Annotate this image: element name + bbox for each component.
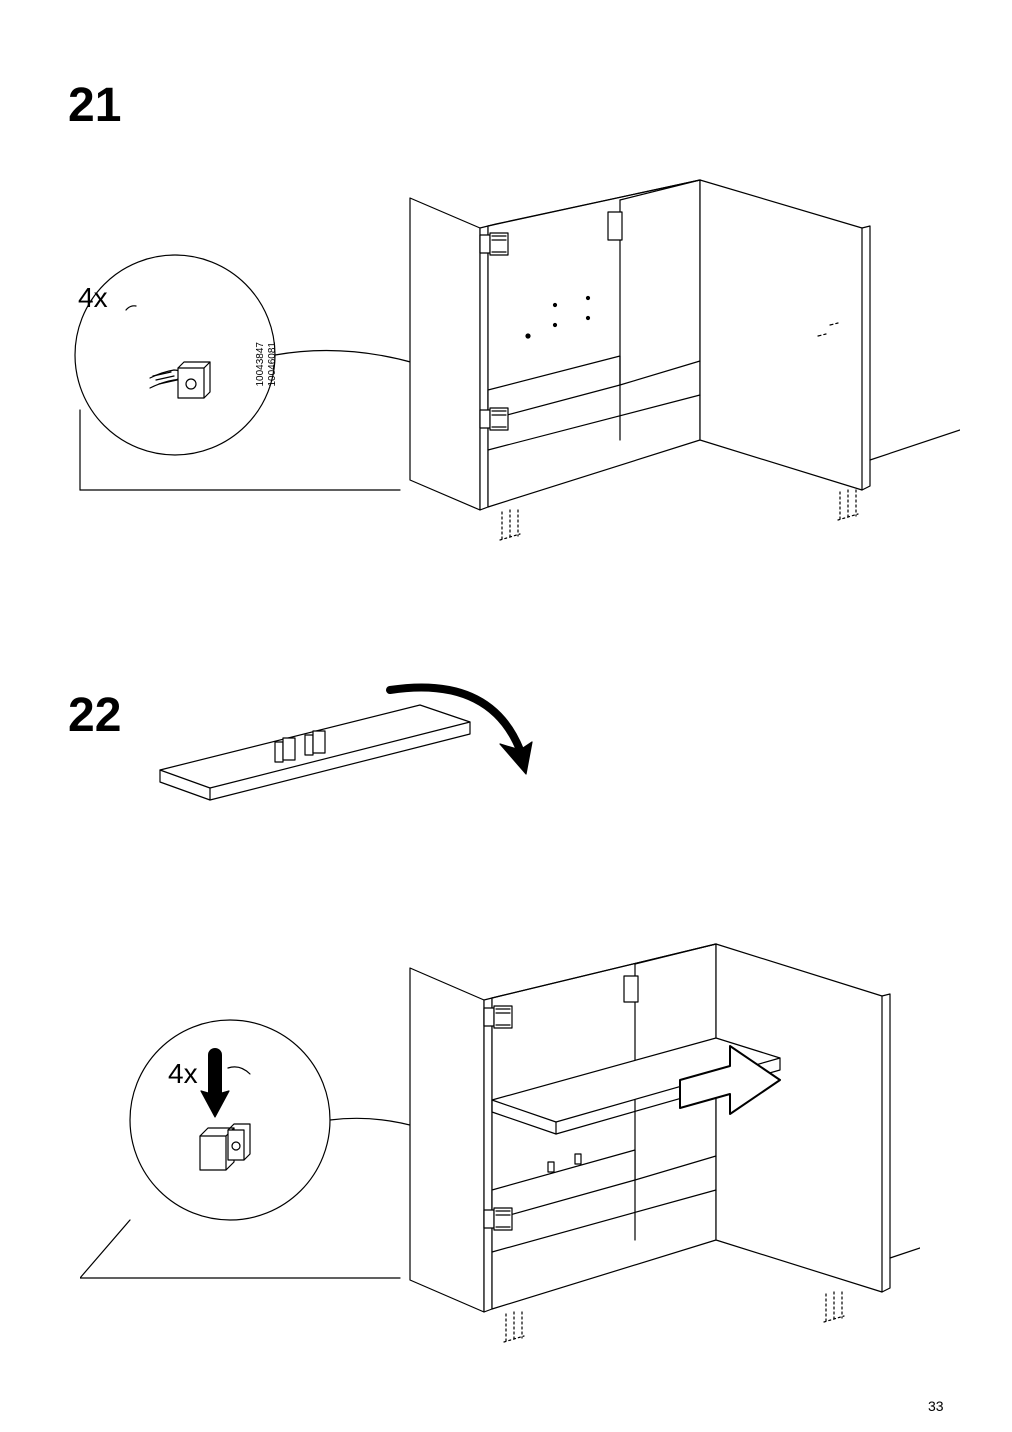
step-22-cabinet-illustration [80,900,920,1370]
step-21-cabinet-illustration [60,150,960,570]
step-22-part-quantity: 4x [168,1058,198,1090]
step-21-part-quantity: 4x [78,282,108,314]
step-21-number: 21 [68,78,121,133]
step-21-part-code-2: 10046081 [268,342,278,387]
step-22-number: 22 [68,688,121,743]
page-number: 33 [928,1398,944,1414]
step-22-shelf-flip-illustration [140,680,560,840]
step-21-part-code-1: 10043847 [256,342,266,387]
